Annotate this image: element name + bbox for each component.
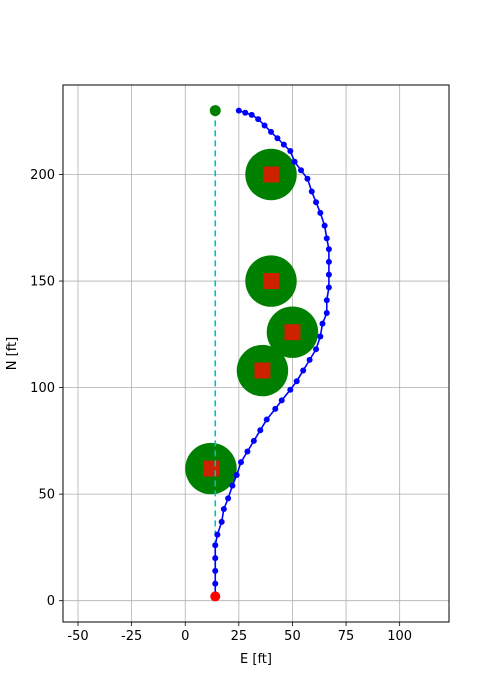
y-tick-label: 100 (30, 381, 55, 396)
path-point (268, 128, 275, 135)
path-point (321, 222, 328, 229)
obstacle-marker (202, 460, 219, 477)
y-tick-label: 200 (30, 168, 55, 183)
path-point (218, 518, 225, 525)
x-tick-label: -50 (67, 629, 88, 644)
path-point (304, 175, 311, 182)
path-point (317, 333, 324, 340)
path-point (272, 405, 279, 412)
path-point (298, 167, 305, 174)
goal-marker (209, 105, 221, 117)
start-marker (210, 591, 221, 602)
path-point (229, 482, 236, 489)
y-tick-label: 0 (47, 594, 55, 609)
obstacle-marker (284, 324, 301, 341)
path-point (323, 297, 330, 304)
obstacle-marker (263, 273, 280, 290)
path-point (212, 555, 219, 562)
path-point (300, 367, 307, 374)
path-point (313, 199, 320, 206)
path-point (212, 542, 219, 549)
x-tick-label: -25 (121, 629, 142, 644)
x-tick-label: 75 (338, 629, 355, 644)
path-point (313, 346, 320, 353)
path-point (220, 506, 227, 513)
path-point (250, 437, 257, 444)
path-point (212, 567, 219, 574)
x-tick-label: 50 (284, 629, 301, 644)
obstacle-marker (254, 362, 271, 379)
path-point (287, 148, 294, 155)
path-point (242, 109, 249, 116)
path-point (325, 258, 332, 265)
x-axis-label: E [ft] (240, 652, 272, 667)
x-tick-label: 100 (387, 629, 412, 644)
path-point (274, 135, 281, 142)
path-point (308, 188, 315, 195)
path-point (237, 459, 244, 466)
tick-layer: -50 -25 0 25 50 75 100 0 50 100 150 200 (30, 168, 412, 644)
path-point (323, 235, 330, 242)
path-point (317, 209, 324, 216)
path-point (293, 378, 300, 385)
path-point (248, 111, 255, 118)
path-point (325, 284, 332, 291)
path-point (235, 107, 242, 114)
path-point (291, 158, 298, 165)
path-point (261, 122, 268, 129)
path-point (325, 246, 332, 253)
path-point (278, 397, 285, 404)
path-point (212, 580, 219, 587)
path-point (306, 356, 313, 363)
path-point (325, 271, 332, 278)
y-tick-label: 150 (30, 275, 55, 290)
path-point (255, 116, 262, 123)
y-axis-label: N [ft] (5, 337, 20, 370)
x-tick-label: 0 (181, 629, 189, 644)
path-point (319, 320, 326, 327)
plot-frame (62, 84, 450, 623)
path-point (280, 141, 287, 148)
path-point (323, 310, 330, 317)
path-point (257, 427, 264, 434)
obstacle-marker (263, 166, 280, 183)
path-point (233, 471, 240, 478)
path-point (225, 495, 232, 502)
path-point (244, 448, 251, 455)
path-point (287, 386, 294, 393)
data-layer (185, 105, 332, 602)
path-point (263, 416, 270, 423)
path-point (214, 531, 221, 538)
x-tick-label: 25 (231, 629, 248, 644)
y-tick-label: 50 (38, 488, 55, 503)
